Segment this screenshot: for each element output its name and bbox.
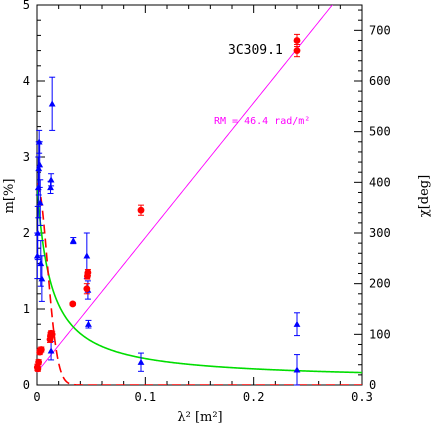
fit-line-depolarization-red-dashed — [37, 182, 362, 385]
circle-marker — [293, 47, 301, 54]
triangle-marker — [38, 275, 46, 282]
fit-line-depolarization-green — [37, 183, 362, 374]
x-tick-label: 0.1 — [134, 390, 156, 404]
y-left-tick-label: 1 — [23, 302, 30, 316]
circle-marker — [48, 330, 56, 338]
circle-marker — [37, 346, 45, 353]
angle-point — [69, 300, 77, 308]
y-right-tick-label: 300 — [369, 226, 391, 240]
angle-point — [35, 358, 43, 366]
y-left-tick-label: 2 — [23, 226, 30, 240]
x-tick-label: 0.2 — [243, 390, 265, 404]
y-right-tick-label: 200 — [369, 277, 391, 291]
angle-point — [293, 44, 301, 58]
x-axis-label: λ² [m²] — [177, 410, 222, 425]
circle-marker — [137, 206, 145, 214]
fit-lines — [37, 5, 362, 385]
y-axis-right-label: χ[deg] — [417, 175, 432, 217]
polarization-point — [47, 180, 54, 194]
x-tick-label: 0 — [33, 390, 40, 404]
triangle-marker — [293, 320, 301, 327]
source-label: 3C309.1 — [228, 43, 283, 58]
y-right-tick-label: 100 — [369, 327, 391, 341]
triangle-marker — [36, 161, 44, 168]
triangle-marker — [293, 366, 301, 373]
y-right-tick-label: 700 — [369, 23, 391, 37]
fit-line-rm-linear — [37, 5, 333, 373]
angle-point — [34, 365, 42, 373]
triangle-marker — [69, 237, 77, 244]
angle-point — [37, 346, 45, 353]
polarization-point — [47, 173, 55, 187]
y-left-tick-label: 0 — [23, 378, 30, 392]
triangle-marker — [37, 260, 45, 267]
y-right-tick-label: 600 — [369, 74, 391, 88]
y-left-tick-label: 4 — [23, 74, 30, 88]
polarization-point — [48, 76, 56, 131]
triangle-marker — [83, 252, 91, 259]
triangle-marker — [48, 100, 56, 107]
angle-point — [48, 330, 56, 338]
y-right-tick-label: 0 — [369, 378, 376, 392]
triangle-marker — [85, 320, 92, 327]
y-right-tick-label: 400 — [369, 175, 391, 189]
triangle-marker — [137, 358, 145, 365]
data-points — [33, 33, 301, 386]
polarization-point — [137, 352, 145, 372]
circle-marker — [34, 365, 42, 373]
rm-label: RM = 46.4 rad/m² — [214, 116, 310, 127]
polarization-point — [85, 319, 92, 329]
circle-marker — [69, 300, 77, 308]
polarization-point — [69, 237, 77, 245]
circle-marker — [83, 285, 91, 293]
triangle-marker — [47, 347, 55, 354]
y-right-tick-label: 500 — [369, 125, 391, 139]
x-tick-label: 0.3 — [351, 390, 373, 404]
y-left-tick-label: 3 — [23, 150, 30, 164]
angle-point — [83, 283, 91, 295]
y-left-tick-label: 5 — [23, 0, 30, 12]
circle-marker — [84, 269, 92, 276]
triangle-marker — [36, 199, 44, 206]
polarization-point — [38, 255, 46, 302]
angle-point — [84, 268, 92, 277]
triangle-marker — [34, 229, 42, 236]
circle-marker — [293, 37, 301, 44]
y-axis-left-label: m[%] — [2, 179, 17, 214]
circle-marker — [35, 358, 43, 366]
polarization-point — [36, 179, 44, 226]
polarization-point — [293, 354, 301, 386]
triangle-marker — [47, 184, 54, 191]
triangle-marker — [35, 165, 43, 172]
angle-point — [137, 204, 145, 216]
polarization-point — [293, 312, 301, 337]
triangle-marker — [47, 176, 55, 183]
